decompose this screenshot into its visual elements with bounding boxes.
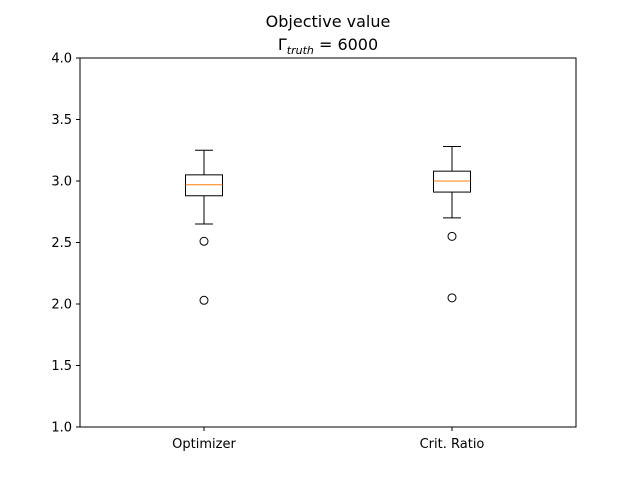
title-gamma-symbol: Γ [278,35,287,54]
box-iqr [185,174,223,197]
y-tick-label: 4.0 [51,52,72,67]
y-tick-label: 1.0 [51,421,72,436]
outlier-point [199,236,209,246]
y-tick-label: 3.5 [51,113,72,128]
box-iqr [433,170,471,193]
title-subscript: truth [287,44,314,57]
title-line-1: Objective value [266,12,391,31]
x-tick-label: Crit. Ratio [420,437,485,452]
outlier-point [447,231,457,241]
y-tick-label: 1.5 [51,359,72,374]
plot-area: 1.0 1.5 2.0 2.5 3.0 3.5 4.0 Optimizer Crit. Rati… [51,52,484,453]
y-tick-label: 2.5 [51,236,72,251]
outlier-point [199,295,209,305]
title-value: = 6000 [314,35,378,54]
x-tick-label: Optimizer [172,437,236,452]
outlier-point [447,293,457,303]
y-tick-label: 2.0 [51,298,72,313]
y-tick-label: 3.0 [51,175,72,190]
axes-frame [79,57,577,428]
title-line-2: Γtruth = 6000 [278,35,378,57]
chart-title: Objective value Γtruth = 6000 [266,12,391,57]
